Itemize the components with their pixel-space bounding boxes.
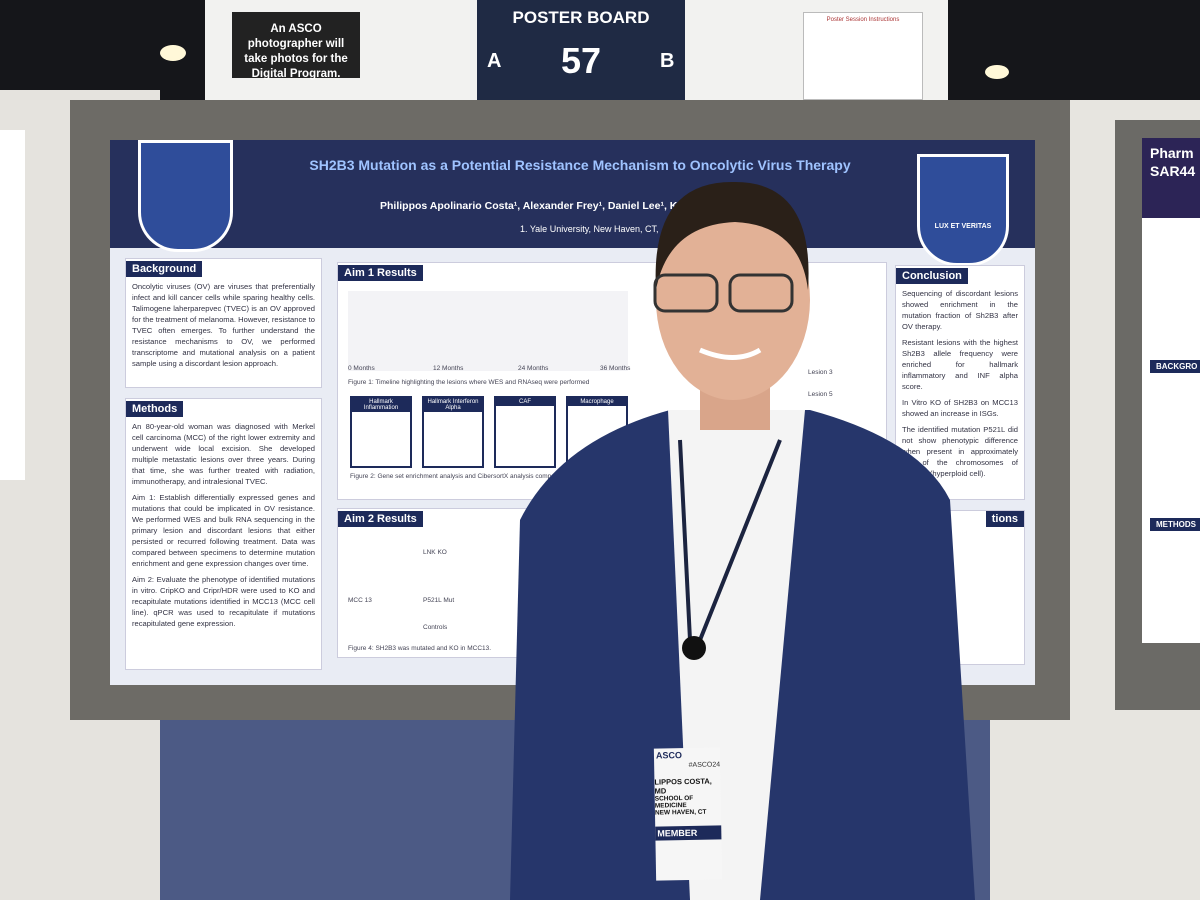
- instructions: Poster Session Instructions: [803, 12, 923, 100]
- neighbor-title: Pharm SAR44: [1142, 138, 1200, 218]
- section-heading: Aim 2 Results: [338, 511, 423, 527]
- section-heading: tions: [985, 511, 1024, 527]
- lesion-label: Lesion 5: [808, 391, 833, 398]
- panel-title: Hallmark Interferon Alpha: [424, 398, 482, 412]
- background-section: Background Oncolytic viruses (OV) are vi…: [125, 258, 322, 388]
- badge-line: SCHOOL OF MEDICINE: [654, 794, 694, 810]
- crest: LUX ET VERITAS: [917, 154, 1009, 266]
- figure-caption: Figure 4: SH2B3 was mutated and KO in MC…: [348, 645, 492, 652]
- section-heading: Aim 1 Results: [338, 265, 423, 281]
- badge-org: ASCO: [655, 750, 683, 761]
- section-text: Sequencing of discordant lesions showed …: [896, 284, 1024, 488]
- glasses: [653, 273, 719, 313]
- figure-label: MCC 13: [348, 597, 372, 604]
- section-text: Oncolytic viruses (OV) are viruses that …: [132, 282, 315, 368]
- badge-tag: #ASCO24: [688, 761, 721, 769]
- badge-line: NEW HAVEN, CT: [654, 808, 707, 817]
- figure-caption: Figure 1: Timeline highlighting the lesi…: [348, 379, 590, 386]
- section-heading: Methods: [126, 401, 184, 417]
- photo-sign: An ASCO photographer will take photos fo…: [232, 12, 360, 80]
- lesion-label: Lesion 3: [808, 369, 833, 376]
- badge-name: LIPPOS COSTA, MD: [654, 776, 712, 796]
- board-side: B: [660, 50, 675, 72]
- left-poster: [0, 130, 25, 480]
- panel-title: Macrophage: [568, 398, 626, 406]
- neighbor-heading: BACKGRO: [1150, 360, 1200, 373]
- figure-label: P521L Mut: [423, 597, 455, 604]
- motto: LUX ET VERITAS: [934, 223, 992, 230]
- paragraph: Aim 1: Establish differentially expresse…: [132, 493, 315, 568]
- board-number: 57: [560, 40, 602, 81]
- board-label: POSTER BOARD: [512, 8, 650, 27]
- paragraph: Aim 2: Evaluate the phenotype of identif…: [132, 575, 315, 628]
- chart-panel: CAF: [494, 396, 556, 468]
- figure-label: LNK KO: [423, 549, 447, 556]
- neighbor-heading: METHODS: [1150, 518, 1200, 531]
- badge: ASCO #ASCO24 LIPPOS COSTA, MD SCHOOL OF …: [653, 747, 723, 881]
- bullet: Sequencing of discordant lesions showed …: [902, 289, 1018, 331]
- section-heading: Background: [126, 261, 203, 277]
- smile: [699, 347, 762, 360]
- bullet: Resistant lesions with the highest Sh2B3…: [902, 338, 1018, 391]
- paragraph: An 80-year-old woman was diagnosed with …: [132, 422, 315, 486]
- section-heading: Conclusion: [896, 268, 968, 284]
- bullet: In Vitro KO of SH2B3 on MCC13 showed an …: [902, 398, 1018, 418]
- lanyard: [678, 439, 782, 641]
- light: [160, 45, 186, 61]
- board-sign: POSTER BOARD A 57 B: [477, 0, 685, 100]
- board-header: An ASCO photographer will take photos fo…: [205, 0, 948, 115]
- lanyard-clip: [682, 636, 706, 660]
- face: [656, 200, 810, 400]
- chart-panel: Hallmark Inflammation: [350, 396, 412, 468]
- neighbor-poster: Pharm SAR44 BACKGRO METHODS: [1142, 138, 1200, 643]
- badge-member: MEMBER: [655, 825, 722, 841]
- glasses: [728, 273, 794, 313]
- timeline-label: 0 Months: [348, 365, 375, 372]
- board-side: A: [487, 50, 502, 72]
- panel-title: CAF: [496, 398, 554, 406]
- figure-caption: Figure 2: Gene set enrichment analysis a…: [350, 473, 566, 480]
- section-text: An 80-year-old woman was diagnosed with …: [126, 417, 321, 638]
- chart-panel: Hallmark Interferon Alpha: [422, 396, 484, 468]
- light: [985, 65, 1009, 79]
- timeline: [348, 291, 628, 371]
- methods-section: Methods An 80-year-old woman was diagnos…: [125, 398, 322, 670]
- poster-header: [110, 140, 1035, 248]
- timeline-label: 24 Months: [518, 365, 549, 372]
- timeline-label: 12 Months: [433, 365, 464, 372]
- poster-title: SH2B3 Mutation as a Potential Resistance…: [309, 157, 851, 173]
- affiliation: 1. Yale University, New Haven, CT,: [520, 224, 659, 234]
- hair: [655, 181, 809, 290]
- timeline-label: 36 Months: [600, 365, 631, 372]
- conclusion-section: Conclusion Sequencing of discordant lesi…: [895, 265, 1025, 500]
- bullet: The identified mutation P521L did not sh…: [902, 425, 1018, 478]
- crest: [138, 140, 233, 252]
- authors: Philippos Apolinario Costa¹, Alexander F…: [380, 200, 706, 212]
- panel-title: Hallmark Inflammation: [352, 398, 410, 412]
- figure-label: Controls: [423, 624, 448, 631]
